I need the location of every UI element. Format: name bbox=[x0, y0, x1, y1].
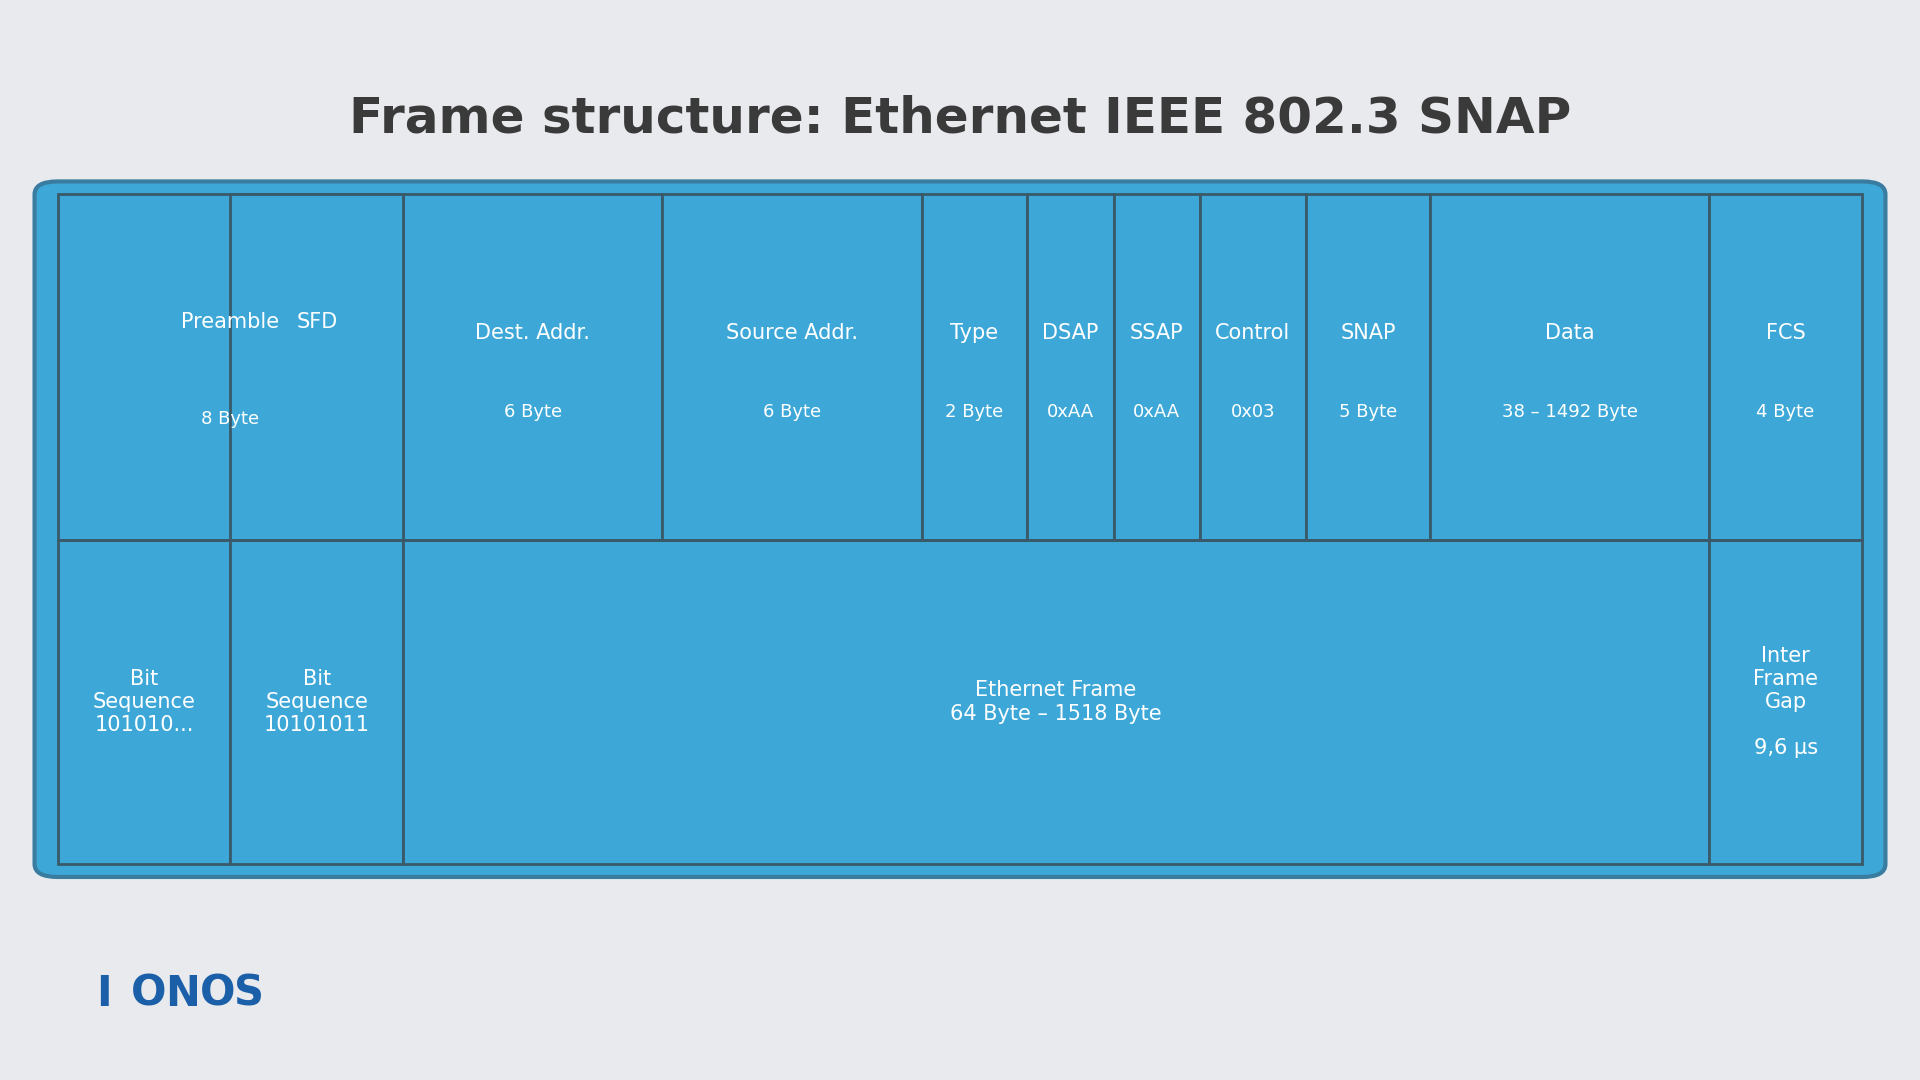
Text: Control: Control bbox=[1215, 323, 1290, 342]
Bar bbox=[1306, 194, 1430, 540]
Bar bbox=[662, 194, 922, 540]
Text: Bit
Sequence
10101011: Bit Sequence 10101011 bbox=[263, 669, 371, 735]
Text: 5 Byte: 5 Byte bbox=[1338, 403, 1398, 421]
Bar bbox=[230, 540, 403, 864]
Text: FCS: FCS bbox=[1766, 323, 1805, 342]
Text: Ethernet Frame
64 Byte – 1518 Byte: Ethernet Frame 64 Byte – 1518 Byte bbox=[950, 680, 1162, 724]
Text: Bit
Sequence
101010...: Bit Sequence 101010... bbox=[92, 669, 196, 735]
Text: 8 Byte: 8 Byte bbox=[202, 410, 259, 428]
FancyBboxPatch shape bbox=[35, 181, 1885, 877]
Text: I: I bbox=[96, 973, 111, 1014]
Bar bbox=[1709, 194, 1862, 540]
Bar bbox=[1430, 194, 1709, 540]
Text: Data: Data bbox=[1546, 323, 1594, 342]
Text: SSAP: SSAP bbox=[1131, 323, 1183, 342]
Text: O: O bbox=[131, 973, 165, 1014]
Text: 0x03: 0x03 bbox=[1231, 403, 1275, 421]
Text: S: S bbox=[234, 973, 265, 1014]
Bar bbox=[1200, 194, 1306, 540]
Text: N: N bbox=[165, 973, 200, 1014]
Text: Type: Type bbox=[950, 323, 998, 342]
Text: 2 Byte: 2 Byte bbox=[945, 403, 1004, 421]
Text: DSAP: DSAP bbox=[1043, 323, 1098, 342]
Text: SFD: SFD bbox=[296, 312, 338, 333]
Text: 6 Byte: 6 Byte bbox=[503, 403, 563, 421]
Bar bbox=[1114, 194, 1200, 540]
Bar bbox=[58, 540, 230, 864]
Text: 38 – 1492 Byte: 38 – 1492 Byte bbox=[1501, 403, 1638, 421]
Text: 6 Byte: 6 Byte bbox=[762, 403, 822, 421]
Text: Dest. Addr.: Dest. Addr. bbox=[476, 323, 589, 342]
Bar bbox=[1709, 540, 1862, 864]
Text: SNAP: SNAP bbox=[1340, 323, 1396, 342]
Text: Preamble: Preamble bbox=[180, 312, 280, 333]
Text: O: O bbox=[200, 973, 234, 1014]
Bar bbox=[403, 540, 1709, 864]
Text: Inter
Frame
Gap

9,6 µs: Inter Frame Gap 9,6 µs bbox=[1753, 646, 1818, 758]
Bar bbox=[230, 194, 403, 540]
Text: Source Addr.: Source Addr. bbox=[726, 323, 858, 342]
Bar bbox=[1027, 194, 1114, 540]
Bar bbox=[58, 194, 403, 540]
Bar bbox=[922, 194, 1027, 540]
Text: 4 Byte: 4 Byte bbox=[1757, 403, 1814, 421]
Text: 0xAA: 0xAA bbox=[1133, 403, 1181, 421]
Text: Frame structure: Ethernet IEEE 802.3 SNAP: Frame structure: Ethernet IEEE 802.3 SNA… bbox=[349, 95, 1571, 143]
Bar bbox=[403, 194, 662, 540]
Text: 0xAA: 0xAA bbox=[1046, 403, 1094, 421]
